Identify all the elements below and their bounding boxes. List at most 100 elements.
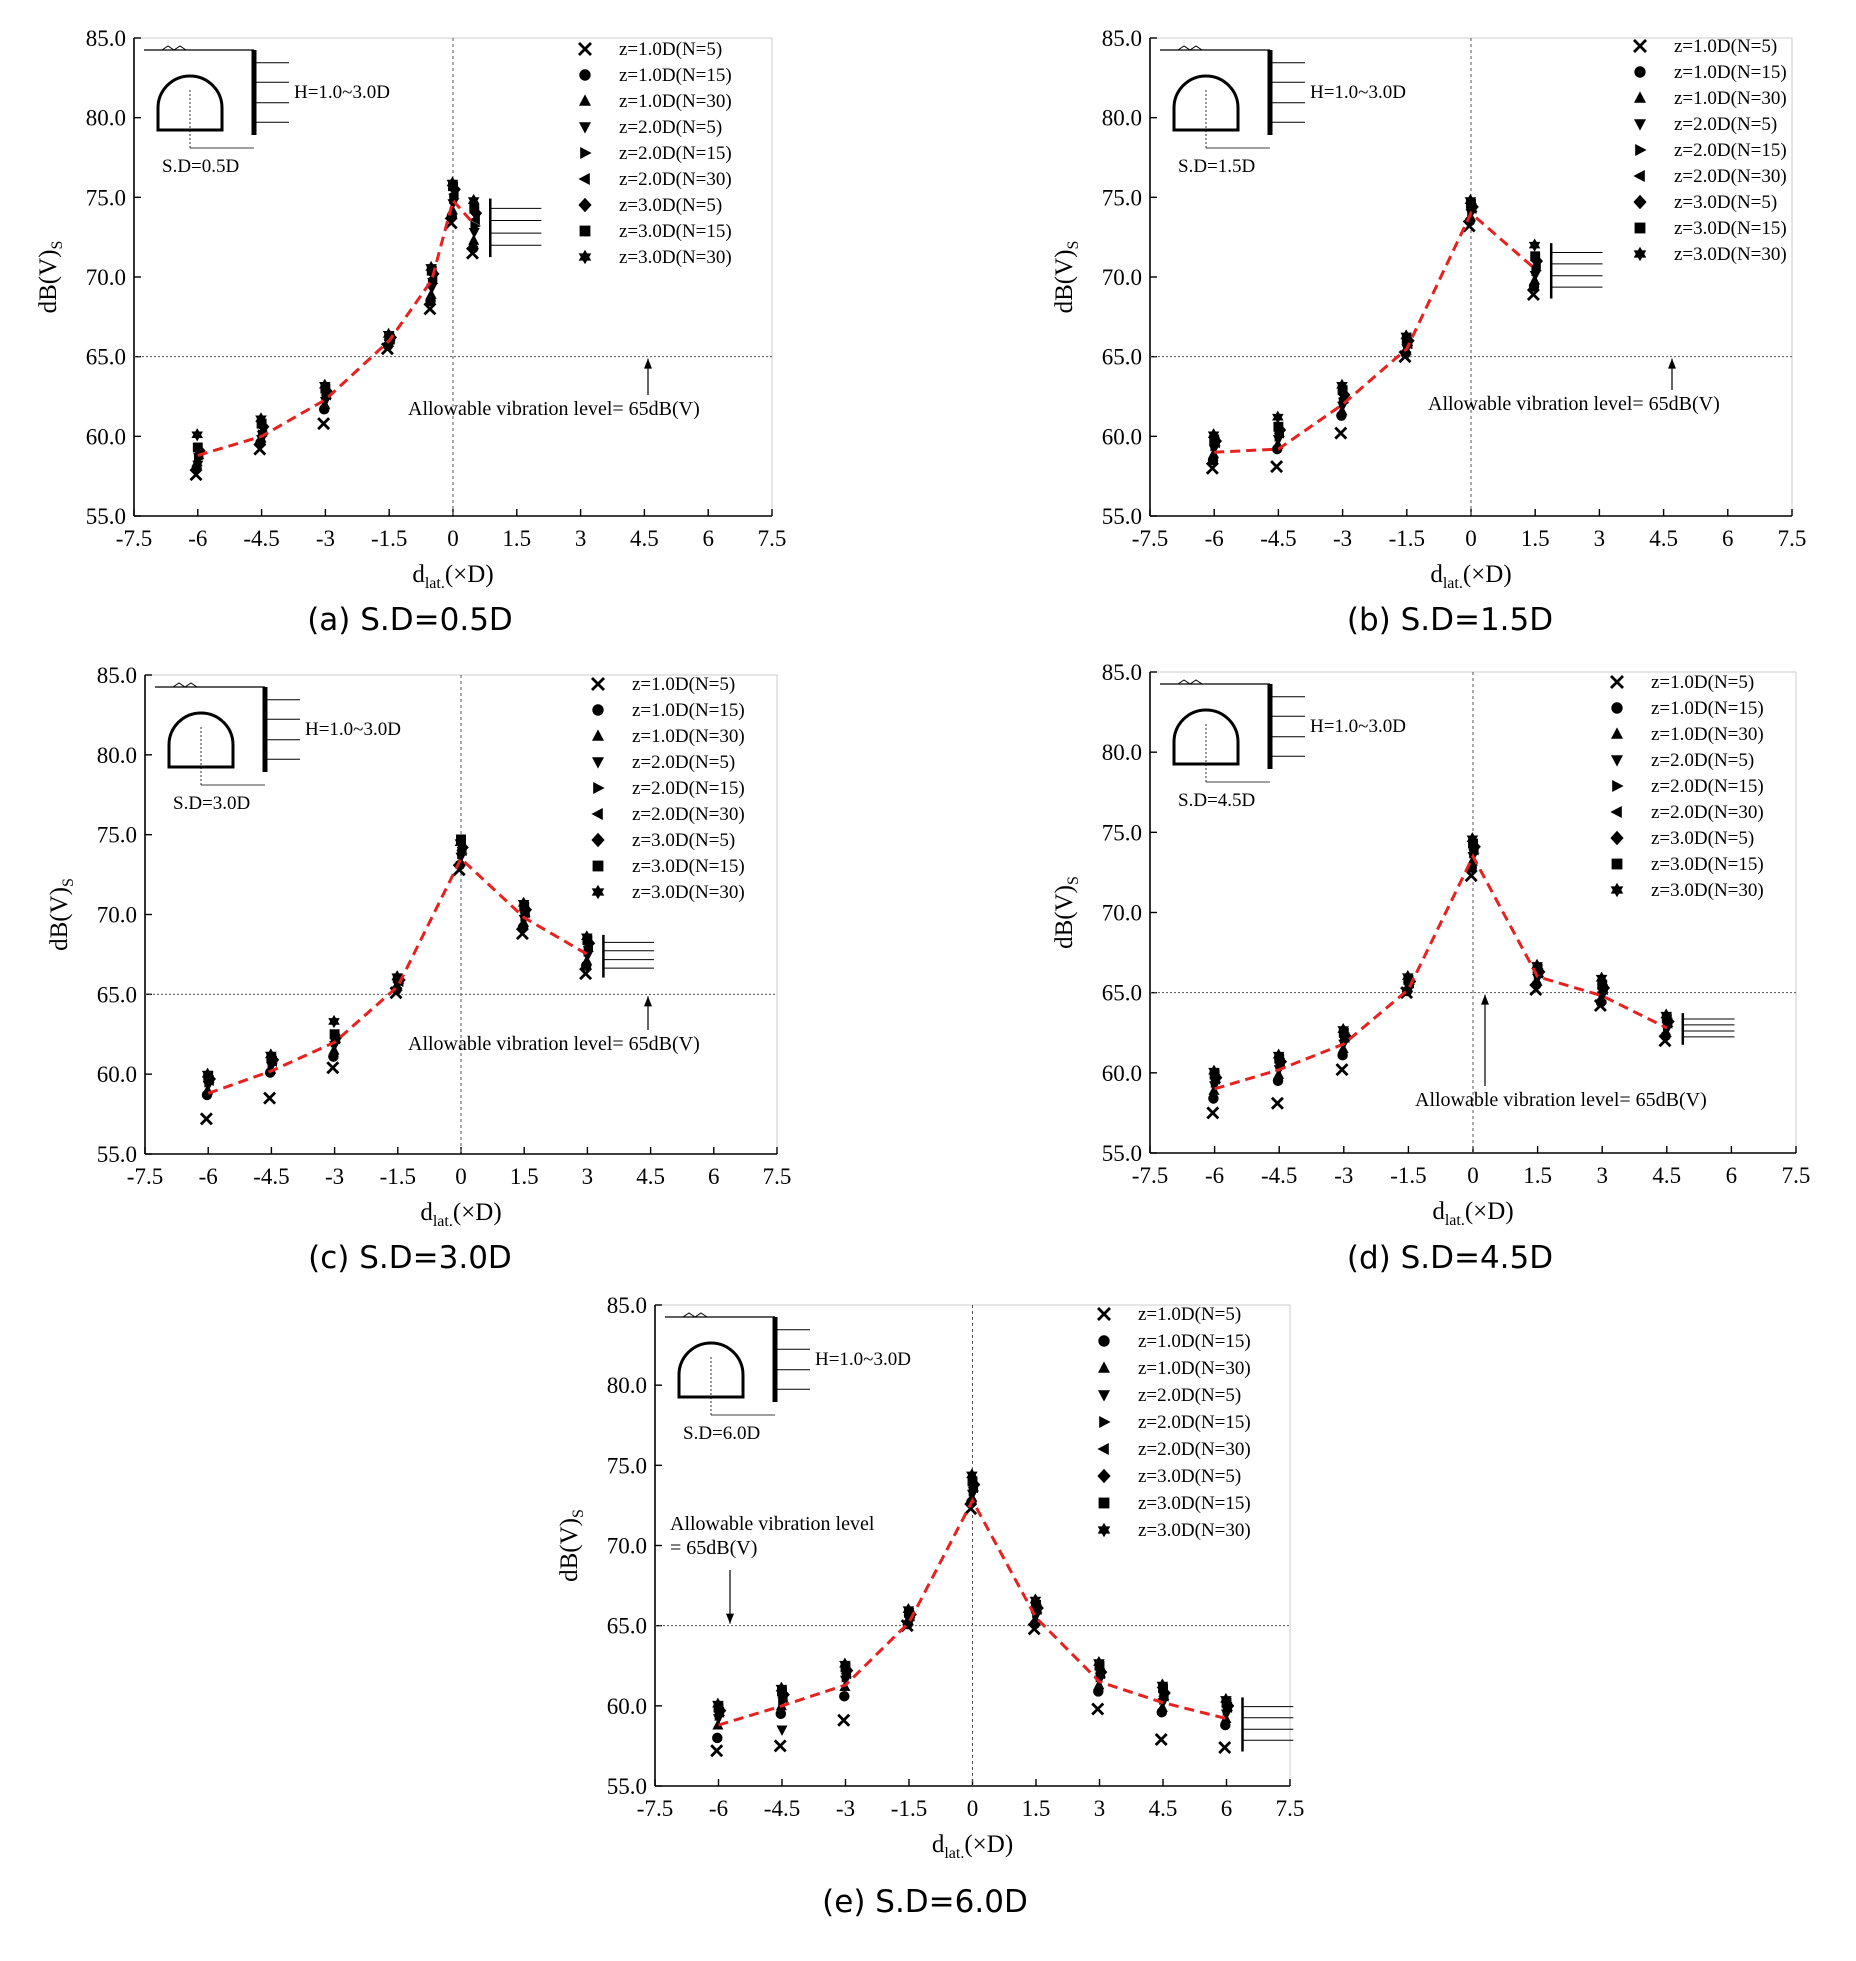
inset-height-label: H=1.0~3.0D: [305, 719, 401, 740]
trend-line: [1214, 210, 1537, 454]
star-part-down: [712, 1700, 724, 1711]
allowable-level-annotation: Allowable vibration level= 65dB(V): [408, 1033, 700, 1055]
y-axis-label: dB(V)S: [35, 241, 66, 314]
allowable-level-annotation: Allowable vibration level= 65dB(V): [408, 398, 700, 420]
y-tick-label: 55.0: [1102, 504, 1142, 529]
x-tick-label: -1.5: [1389, 526, 1425, 551]
y-tick-label: 60.0: [97, 1062, 137, 1087]
y-tick-label: 80.0: [97, 743, 137, 768]
legend-label: z=2.0D(N=5): [619, 117, 722, 138]
star-part-down: [201, 1070, 214, 1081]
legend-label: z=2.0D(N=5): [1138, 1385, 1241, 1406]
data-point-triangle-right-icon: [470, 220, 481, 232]
legend-label: z=1.0D(N=30): [632, 726, 745, 747]
allowable-level-annotation: Allowable vibration level= 65dB(V): [1415, 1089, 1707, 1111]
star-part-down: [591, 888, 605, 900]
data-point-star-icon: [265, 1048, 277, 1062]
y-tick-label: 65.0: [607, 1614, 647, 1639]
x-tick-label: -7.5: [1132, 526, 1168, 551]
legend-marker-triangle-left-icon: [1610, 806, 1622, 818]
legend-label: z=2.0D(N=15): [1651, 776, 1764, 797]
data-point-star-icon: [454, 836, 467, 850]
legend-label: z=3.0D(N=15): [1138, 1493, 1251, 1514]
legend-marker-diamond-icon: [1633, 194, 1647, 210]
panel-caption: (d) S.D=4.5D: [1347, 1240, 1553, 1276]
legend-marker-triangle-right-icon: [593, 782, 605, 794]
y-tick-label: 75.0: [1102, 820, 1142, 845]
x-tick-label: 1.5: [1521, 526, 1550, 551]
legend-marker-triangle-up-icon: [592, 729, 604, 741]
data-point-x-icon: [1335, 1063, 1349, 1077]
legend-label: z=1.0D(N=15): [1651, 698, 1764, 719]
data-point-x-icon: [1270, 1096, 1284, 1110]
data-point-circle-icon: [467, 243, 479, 254]
y-tick-label: 60.0: [1102, 1061, 1142, 1086]
data-point-x-icon: [1091, 1702, 1105, 1716]
legend-marker-triangle-left-icon: [1097, 1443, 1109, 1455]
star-part-down: [1633, 250, 1647, 262]
y-tick-label: 75.0: [607, 1453, 647, 1478]
y-tick-label: 65.0: [1102, 345, 1142, 370]
data-point-star-icon: [446, 176, 459, 190]
legend-marker-square-icon: [1098, 1497, 1110, 1509]
x-tick-label: -7.5: [127, 1164, 163, 1189]
legend-marker-x-icon: [591, 677, 605, 691]
x-tick-label: -3: [1333, 526, 1352, 551]
legend-marker-triangle-right-icon: [1635, 144, 1647, 156]
y-tick-label: 60.0: [1102, 424, 1142, 449]
legend-label: z=3.0D(N=5): [619, 195, 722, 216]
legend-label: z=3.0D(N=5): [1674, 192, 1777, 213]
x-tick-label: 6: [1726, 1163, 1738, 1188]
legend-label: z=1.0D(N=15): [632, 700, 745, 721]
chart-panel-d: 55.0 60.0 65.0 70.0 75.0 80.0 85.0 -7.5 -6 -4.5 -3…: [1051, 660, 1810, 1276]
x-tick-label: 4.5: [636, 1164, 665, 1189]
legend-label: z=1.0D(N=30): [1674, 88, 1787, 109]
data-point-star-icon: [1029, 1593, 1042, 1607]
data-point-triangle-down-icon: [776, 1725, 788, 1736]
data-point-x-icon: [579, 967, 593, 981]
star-part-down: [1528, 241, 1541, 252]
star-part-down: [578, 253, 592, 265]
inset-height-label: H=1.0~3.0D: [1310, 82, 1406, 103]
data-point-triangle-right-icon: [427, 277, 439, 289]
x-tick-label: 3: [1594, 526, 1606, 551]
x-tick-label: -6: [199, 1164, 218, 1189]
legend-label: z=2.0D(N=30): [1651, 802, 1764, 823]
legend-marker-triangle-left-icon: [578, 173, 590, 185]
legend-label: z=1.0D(N=5): [619, 39, 722, 60]
inset-tunnel-icon: [677, 1341, 745, 1399]
data-point-x-icon: [263, 1091, 277, 1105]
y-tick-label: 55.0: [86, 504, 126, 529]
x-tick-label: -4.5: [764, 1796, 800, 1821]
legend-label: z=3.0D(N=30): [619, 247, 732, 268]
x-tick-label: -6: [188, 526, 207, 551]
legend-label: z=2.0D(N=15): [1674, 140, 1787, 161]
x-tick-label: -4.5: [243, 526, 279, 551]
x-tick-label: 6: [1722, 526, 1734, 551]
x-tick-label: -1.5: [1390, 1163, 1426, 1188]
panel-caption: (a) S.D=0.5D: [307, 602, 513, 638]
legend-marker-star-icon: [578, 249, 592, 265]
data-point-circle-icon: [839, 1690, 850, 1702]
inset-height-label: H=1.0~3.0D: [294, 82, 390, 103]
star-part-down: [1093, 1659, 1105, 1670]
inset-sd-label: S.D=3.0D: [173, 793, 250, 814]
legend-label: z=2.0D(N=30): [632, 804, 745, 825]
x-tick-label: 1.5: [1022, 1796, 1051, 1821]
data-point-star-icon: [1220, 1692, 1232, 1707]
x-tick-label: -7.5: [116, 526, 152, 551]
inset-sd-label: S.D=0.5D: [162, 156, 239, 177]
legend-label: z=2.0D(N=15): [632, 778, 745, 799]
star-part-down: [1336, 382, 1348, 392]
data-point-star-icon: [1337, 1022, 1349, 1037]
legend-marker-square-icon: [1611, 858, 1623, 870]
inset-height-label: H=1.0~3.0D: [1310, 716, 1406, 737]
legend-label: z=1.0D(N=15): [619, 65, 732, 86]
data-point-x-icon: [1154, 1733, 1168, 1746]
legend-label: z=3.0D(N=5): [1651, 828, 1754, 849]
data-point-square-icon: [1530, 251, 1541, 262]
data-point-star-icon: [1528, 238, 1541, 252]
y-tick-label: 75.0: [86, 185, 126, 210]
panel-caption: (e) S.D=6.0D: [822, 1884, 1028, 1920]
star-part-down: [454, 839, 467, 850]
